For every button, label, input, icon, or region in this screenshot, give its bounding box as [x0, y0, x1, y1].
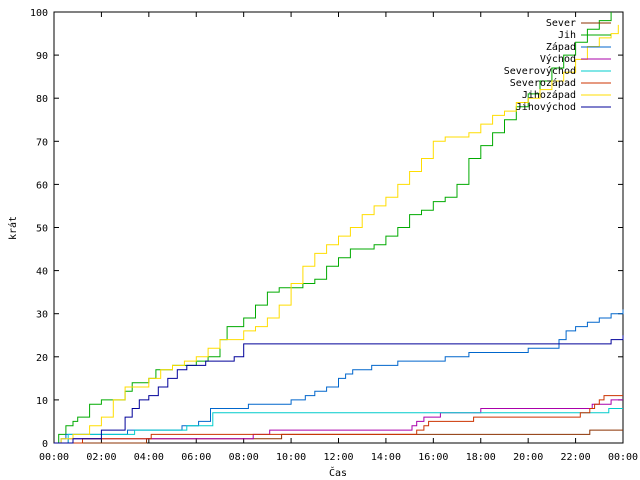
legend-label: Severovýchod [504, 65, 576, 77]
legend-label: Západ [546, 41, 576, 53]
x-axis-label: Čas [329, 466, 347, 479]
legend-label: Sever [546, 18, 576, 29]
x-tick-label: 10:00 [276, 452, 306, 463]
legend-label: Severozápad [510, 77, 576, 89]
x-axis: 00:00 02:00 04:00 06:00 08:00 10:00 12:00 14:00… [39, 12, 638, 463]
series-line-jihovýchod [54, 335, 624, 444]
x-tick-label: 08:00 [229, 452, 259, 463]
y-tick-label: 80 [36, 94, 48, 105]
series-line-severozápad [54, 395, 623, 444]
x-tick-label: 20:00 [513, 452, 543, 463]
y-axis-label: krát [7, 216, 19, 240]
series-line-západ [54, 309, 624, 444]
legend-label: Jihovýchod [516, 101, 576, 113]
x-tick-label: 02:00 [86, 452, 116, 463]
series-line-sever [54, 429, 623, 444]
y-tick-label: 70 [36, 137, 48, 148]
y-tick-label: 30 [36, 310, 48, 321]
x-tick-label: 00:00 [39, 452, 69, 463]
y-tick-label: 100 [30, 8, 48, 19]
series-line-jih [54, 12, 612, 444]
y-tick-label: 40 [36, 267, 48, 278]
legend-label: Východ [540, 53, 576, 65]
series-line-severovýchod [54, 408, 623, 444]
x-tick-label: 12:00 [323, 452, 353, 463]
x-tick-label: 22:00 [561, 452, 591, 463]
series-line-jihozápad [54, 24, 619, 444]
legend-label: Jih [558, 30, 576, 41]
x-tick-label: 00:00 [608, 452, 638, 463]
legend: SeverJihZápadVýchodSeverovýchodSeverozáp… [504, 18, 611, 113]
x-tick-label: 18:00 [466, 452, 496, 463]
y-tick-label: 50 [36, 224, 48, 235]
x-tick-label: 06:00 [181, 452, 211, 463]
legend-label: Jihozápad [522, 89, 576, 101]
x-tick-label: 04:00 [134, 452, 164, 463]
y-tick-label: 60 [36, 180, 48, 191]
y-tick-label: 0 [42, 439, 48, 450]
y-tick-label: 20 [36, 353, 48, 364]
x-tick-label: 16:00 [418, 452, 448, 463]
y-tick-label: 10 [36, 396, 48, 407]
series-lines [54, 12, 624, 444]
x-tick-label: 14:00 [371, 452, 401, 463]
y-tick-label: 90 [36, 51, 48, 62]
y-axis: 0 10 20 30 40 50 60 70 80 90 100 [30, 8, 623, 450]
